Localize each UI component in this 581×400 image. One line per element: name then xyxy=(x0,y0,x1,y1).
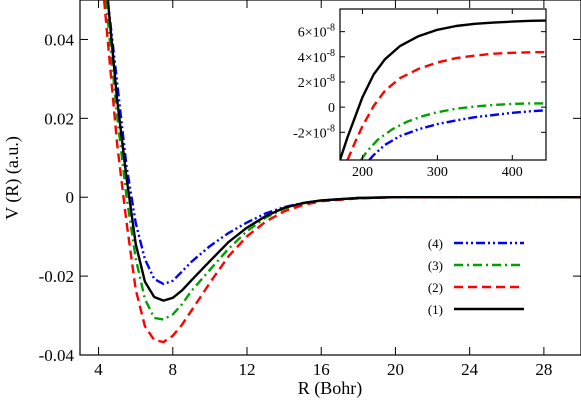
main-x-tick-label: 8 xyxy=(169,360,178,379)
inset-frame xyxy=(339,8,547,161)
inset-y-tick-label: 2×10-8 xyxy=(298,73,335,91)
inset-y-tick-label: -2×10-8 xyxy=(293,123,335,141)
main-x-tick-label: 4 xyxy=(94,360,103,379)
main-y-tick-label: 0 xyxy=(66,188,75,207)
inset-series-line-1 xyxy=(360,102,546,160)
inset-series-line-0 xyxy=(368,109,546,160)
main-y-ticks: -0.04 -0.02 0 0.02 0.04 xyxy=(39,30,581,365)
main-y-tick-label: -0.02 xyxy=(39,267,74,286)
inset-series-group xyxy=(340,19,546,160)
inset-x-tick-label: 300 xyxy=(427,165,448,180)
legend-label: (1) xyxy=(428,302,443,317)
legend: (4) (3) (2) (1) xyxy=(428,236,524,317)
inset-y-tick-label: 4×10-8 xyxy=(298,48,335,66)
main-y-tick-label: 0.04 xyxy=(44,30,74,49)
inset-y-tick-label: 6×10-8 xyxy=(298,23,335,41)
main-x-tick-label: 20 xyxy=(387,360,404,379)
main-series-group xyxy=(102,0,581,344)
x-axis-title: R (Bohr) xyxy=(298,378,363,399)
main-plot-frame xyxy=(79,0,581,356)
legend-label: (2) xyxy=(428,280,443,295)
y-axis-title: V (R) (a.u.) xyxy=(2,136,23,220)
main-y-tick-label: -0.04 xyxy=(39,346,75,365)
inset-background xyxy=(340,9,546,160)
inset-x-tick-label: 200 xyxy=(352,165,373,180)
main-x-ticks: 4 8 12 16 20 24 28 xyxy=(94,0,552,379)
inset-y-ticks: 6×10-8 4×10-8 2×10-8 0 -2×10-8 xyxy=(293,23,546,141)
main-series-line-3 xyxy=(106,0,581,302)
inset-series-line-2 xyxy=(346,50,546,160)
inset-x-tick-label: 400 xyxy=(502,165,523,180)
inset-plot: 200 300 400 6×10-8 4×10-8 2×10-8 0 -2×10-8 xyxy=(293,8,547,180)
main-series-line-1 xyxy=(104,0,581,321)
main-x-tick-label: 28 xyxy=(535,360,552,379)
legend-label: (4) xyxy=(428,236,443,251)
main-y-tick-label: 0.02 xyxy=(44,109,74,128)
legend-label: (3) xyxy=(428,258,443,273)
main-x-tick-label: 16 xyxy=(313,360,330,379)
inset-y-tick-label: 0 xyxy=(328,101,335,116)
inset-x-ticks: 200 300 400 xyxy=(352,9,523,180)
main-x-tick-label: 24 xyxy=(461,360,479,379)
inset-series-line-3 xyxy=(340,19,546,160)
main-x-tick-label: 12 xyxy=(239,360,256,379)
